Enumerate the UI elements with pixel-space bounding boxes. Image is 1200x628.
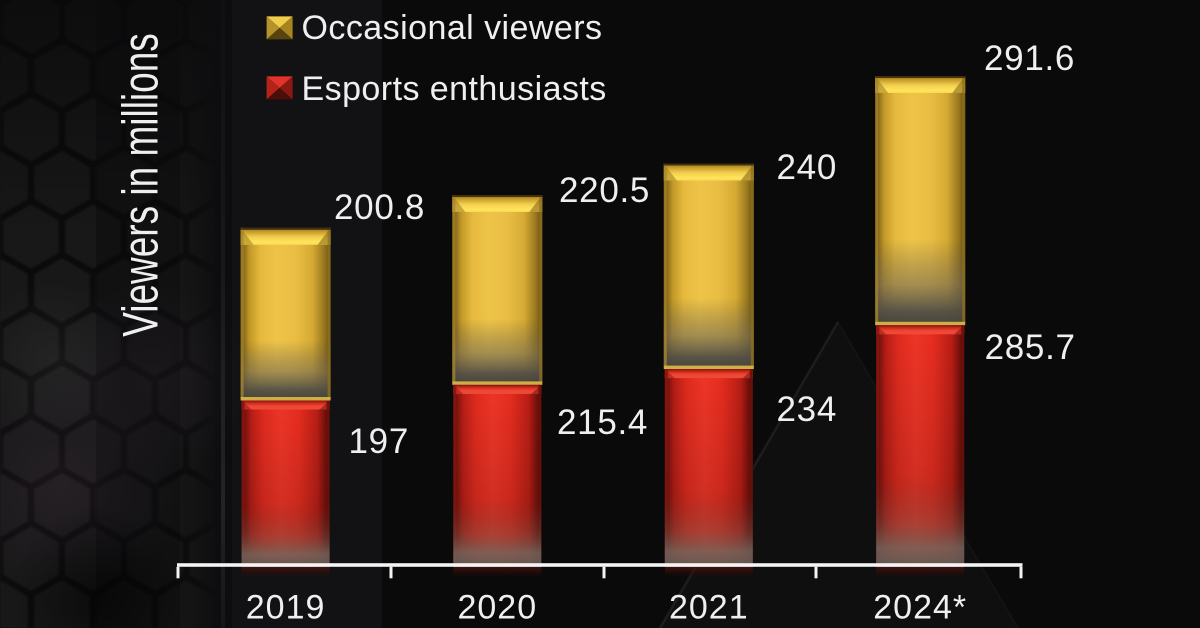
- svg-text:291.6: 291.6: [984, 39, 1075, 78]
- svg-text:285.7: 285.7: [985, 328, 1076, 367]
- svg-text:Occasional viewers: Occasional viewers: [302, 9, 603, 47]
- svg-text:234: 234: [777, 390, 838, 429]
- svg-text:Viewers in millions: Viewers in millions: [113, 33, 169, 337]
- svg-text:2021: 2021: [669, 589, 749, 627]
- svg-text:215.4: 215.4: [557, 403, 648, 442]
- svg-text:220.5: 220.5: [559, 171, 650, 210]
- svg-text:2024*: 2024*: [873, 589, 967, 627]
- svg-text:200.8: 200.8: [334, 188, 425, 227]
- svg-text:2019: 2019: [246, 589, 326, 627]
- svg-text:240: 240: [777, 148, 838, 187]
- svg-text:Esports enthusiasts: Esports enthusiasts: [302, 70, 607, 108]
- svg-text:197: 197: [349, 422, 410, 461]
- svg-text:2020: 2020: [457, 589, 537, 627]
